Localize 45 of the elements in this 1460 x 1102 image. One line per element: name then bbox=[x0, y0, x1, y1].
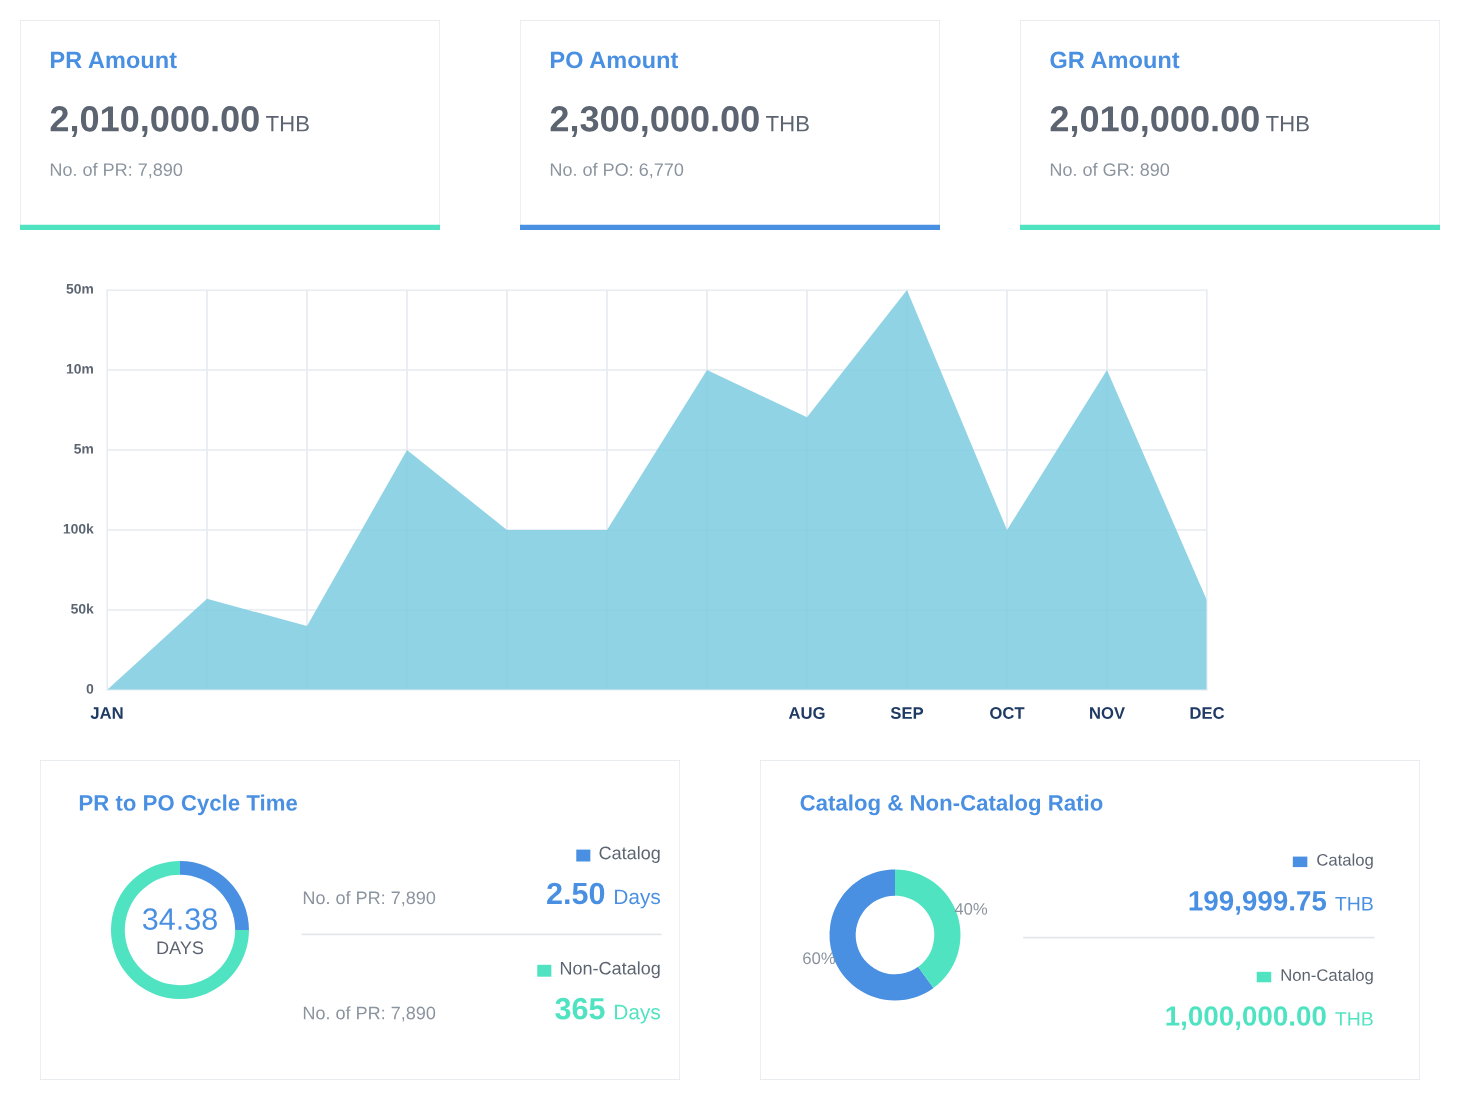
data-label: 40% bbox=[954, 902, 988, 915]
data-label: 60% bbox=[803, 952, 836, 965]
text: THB bbox=[266, 116, 309, 132]
x-tick-label: OCT bbox=[990, 707, 1025, 719]
text: 2.50 bbox=[547, 882, 605, 905]
legend-label: Non-Catalog bbox=[1281, 968, 1373, 985]
text: 50m bbox=[66, 283, 93, 294]
text: 365 bbox=[555, 997, 605, 1020]
text: 34.38 bbox=[142, 908, 217, 930]
text: 199,999.75 bbox=[1189, 891, 1327, 915]
text: No. of PR: 7,890 bbox=[50, 162, 183, 179]
x-tick-label: AUG bbox=[788, 707, 825, 719]
x-tick-label: NOV bbox=[1090, 707, 1125, 719]
text: PO Amount bbox=[550, 51, 679, 69]
text: THB bbox=[766, 116, 809, 132]
text: PR Amount bbox=[50, 51, 177, 69]
x-tick-label: JAN bbox=[90, 707, 123, 719]
legend-label: Catalog bbox=[599, 846, 660, 863]
text: 2,010,000.00 bbox=[50, 106, 259, 137]
x-tick-label: SEP bbox=[890, 707, 924, 719]
text: No. of GR: 890 bbox=[1050, 162, 1170, 177]
text: THB bbox=[1335, 1012, 1373, 1026]
text: 5m bbox=[74, 444, 93, 454]
text: GR Amount bbox=[1050, 51, 1180, 69]
legend-label: Catalog bbox=[1317, 853, 1373, 870]
text: Days bbox=[615, 1004, 661, 1024]
text: Days bbox=[615, 889, 661, 909]
text: 0 bbox=[86, 683, 94, 694]
x-tick-label: DEC bbox=[1190, 707, 1225, 719]
chart-title: Catalog & Non-Catalog Ratio bbox=[800, 794, 1103, 816]
text: No. of PO: 6,770 bbox=[550, 162, 684, 179]
text: 100k bbox=[63, 523, 94, 534]
text: THB bbox=[1266, 116, 1309, 132]
text: 1,000,000.00 bbox=[1166, 1006, 1326, 1030]
donut-slice bbox=[111, 861, 249, 999]
text: 10m bbox=[66, 363, 93, 374]
chart-title: PR to PO Cycle Time bbox=[79, 794, 298, 816]
text: No. of PR: 7,890 bbox=[303, 890, 436, 907]
text: DAYS bbox=[157, 941, 204, 955]
text: 50k bbox=[71, 603, 94, 614]
text: THB bbox=[1335, 897, 1373, 911]
legend-label: Non-Catalog bbox=[560, 961, 660, 979]
text: No. of PR: 7,890 bbox=[303, 1006, 436, 1022]
text: 2,300,000.00 bbox=[550, 106, 759, 137]
text: 2,010,000.00 bbox=[1050, 106, 1259, 137]
